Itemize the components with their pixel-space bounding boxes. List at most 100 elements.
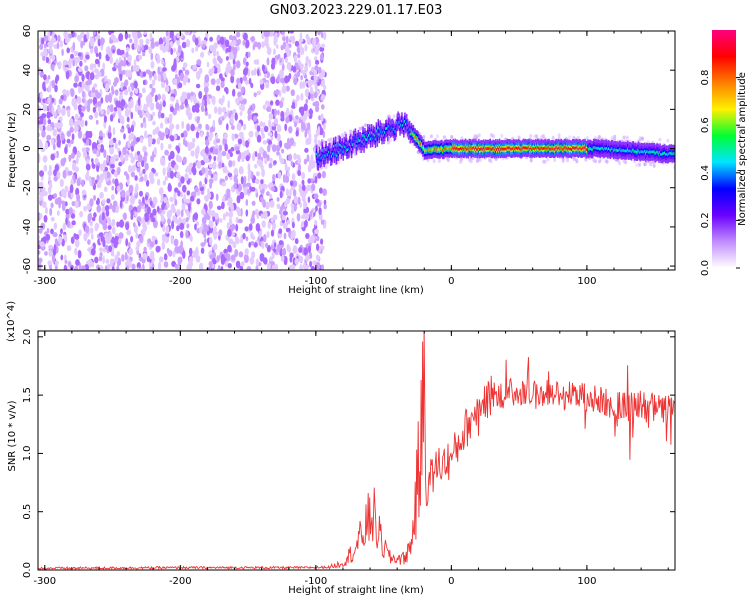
spectrogram-cell bbox=[379, 127, 381, 131]
spectrogram-cell bbox=[549, 147, 551, 151]
spectrogram-cell bbox=[561, 147, 564, 151]
spectrogram-cell bbox=[194, 223, 197, 231]
spectrogram-cell bbox=[496, 148, 498, 151]
spectrogram-cell bbox=[142, 79, 146, 85]
spectrogram-cell bbox=[57, 61, 62, 70]
spectrogram-cell bbox=[79, 60, 83, 67]
spectrogram-cell bbox=[517, 135, 521, 140]
spectrogram-cell bbox=[131, 85, 135, 91]
spectrogram-cell bbox=[304, 74, 308, 79]
spectrogram-cell bbox=[211, 95, 216, 103]
spectrogram-cell bbox=[183, 62, 188, 69]
spectrogram-cell bbox=[49, 207, 53, 216]
spectrogram-cell bbox=[91, 87, 96, 93]
spectrogram-cell bbox=[545, 147, 547, 151]
spectrogram-cell bbox=[58, 98, 63, 105]
spectrogram-cell bbox=[127, 103, 131, 109]
spectrogram-cell bbox=[86, 104, 91, 113]
spectrogram-cell bbox=[318, 207, 322, 216]
spectrogram-cell bbox=[209, 147, 214, 153]
spectrogram-cell bbox=[128, 247, 134, 256]
spectrogram-cell bbox=[180, 176, 185, 184]
spectrogram-cell bbox=[412, 132, 415, 136]
spectrogram-cell bbox=[109, 146, 114, 155]
spectrogram-cell bbox=[432, 147, 434, 151]
spectrogram-cell bbox=[142, 71, 147, 77]
spectrogram-cell bbox=[416, 137, 418, 141]
spectrogram-cell bbox=[112, 127, 116, 136]
spectrogram-cell bbox=[198, 262, 204, 270]
spectrogram-cell bbox=[218, 151, 222, 160]
spectrogram-cell bbox=[262, 211, 268, 219]
spectrogram-cell bbox=[209, 236, 213, 246]
spectrogram-cell bbox=[226, 253, 231, 262]
spectrogram-cell bbox=[673, 152, 675, 155]
spectrogram-cell bbox=[309, 211, 313, 218]
spectrogram-cell bbox=[174, 198, 178, 206]
spectrogram-cell bbox=[66, 60, 70, 66]
spectrogram-cell bbox=[527, 146, 529, 150]
spectrogram-cell bbox=[49, 126, 53, 132]
spectrogram-cell bbox=[240, 86, 245, 94]
spectrogram-cell bbox=[97, 100, 102, 108]
spectrogram-cell bbox=[640, 136, 644, 141]
spectrogram-cell bbox=[174, 187, 179, 193]
spectrogram-cell bbox=[381, 134, 383, 137]
spectrogram-cell bbox=[99, 130, 103, 137]
spectrogram-cell bbox=[94, 111, 99, 119]
x-tick-label: 100 bbox=[577, 576, 596, 587]
spectrogram-cell bbox=[224, 175, 228, 181]
spectrogram-cell bbox=[200, 150, 204, 157]
spectrogram-cell bbox=[87, 213, 93, 222]
spectrogram-frame bbox=[37, 30, 676, 271]
spectrogram-cell bbox=[250, 82, 254, 89]
spectrogram-cell bbox=[621, 149, 623, 153]
spectrogram-cell bbox=[233, 47, 238, 55]
spectrogram-cell bbox=[56, 196, 62, 205]
spectrogram-cell bbox=[503, 147, 506, 151]
spectrogram-cell bbox=[349, 129, 353, 134]
spectrogram-cell bbox=[105, 83, 110, 92]
spectrogram-cell bbox=[103, 186, 108, 192]
spectrogram-cell bbox=[309, 260, 312, 268]
spectrogram-cell bbox=[187, 78, 191, 83]
spectrogram-cell bbox=[268, 112, 274, 120]
spectrogram-cell bbox=[47, 194, 53, 201]
spectrogram-cell bbox=[264, 38, 268, 47]
spectrogram-cell bbox=[560, 146, 563, 149]
spectrogram-cell bbox=[438, 148, 440, 151]
spectrogram-cell bbox=[307, 122, 311, 131]
spectrogram-cell bbox=[66, 245, 72, 252]
spectrogram-cell bbox=[597, 146, 600, 150]
spectrogram-cell bbox=[65, 217, 68, 226]
spectrogram-cell bbox=[285, 85, 290, 92]
spectrogram-cell bbox=[100, 109, 104, 115]
spectrogram-cell bbox=[613, 137, 616, 142]
spectrogram-cell bbox=[649, 162, 653, 167]
spectrogram-cell bbox=[297, 53, 301, 59]
spectrogram-cell bbox=[145, 69, 151, 74]
spectrogram-cell bbox=[138, 235, 144, 244]
spectrogram-cell bbox=[410, 130, 413, 134]
spectrogram-cell bbox=[563, 146, 565, 150]
spectrogram-cell bbox=[307, 178, 312, 184]
spectrogram-cell bbox=[378, 133, 380, 136]
spectrogram-cell bbox=[70, 53, 74, 59]
spectrogram-cell bbox=[672, 152, 675, 155]
spectrogram-cell bbox=[286, 188, 289, 197]
spectrogram-cell bbox=[502, 147, 505, 151]
spectrogram-cell bbox=[402, 124, 404, 127]
spectrogram-cell bbox=[164, 85, 170, 93]
spectrogram-cell bbox=[42, 104, 48, 112]
spectrogram-cell bbox=[134, 41, 138, 50]
spectrogram-cell bbox=[490, 147, 492, 151]
spectrogram-cell bbox=[105, 237, 111, 245]
spectrogram-cell bbox=[555, 146, 558, 149]
spectrogram-cell bbox=[234, 112, 238, 121]
spectrogram-cell bbox=[75, 259, 80, 266]
spectrogram-cell bbox=[315, 59, 320, 65]
spectrogram-cell bbox=[44, 206, 48, 215]
spectrogram-cell bbox=[176, 209, 181, 217]
spectrogram-cell bbox=[168, 154, 172, 162]
